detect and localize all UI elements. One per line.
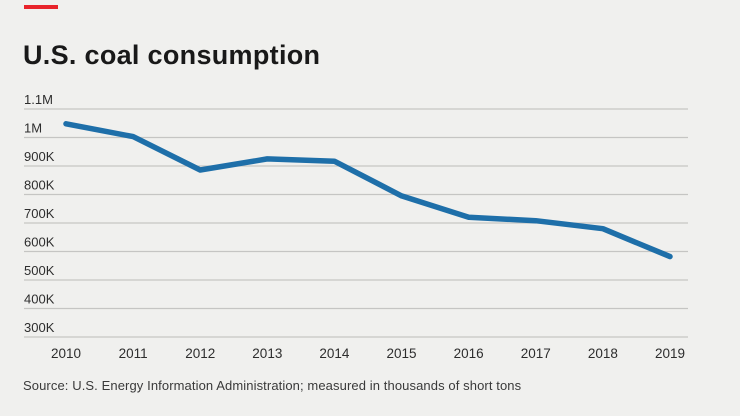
x-axis-tick-label: 2017: [521, 346, 551, 361]
x-axis-tick-label: 2012: [185, 346, 215, 361]
x-axis-tick-label: 2010: [51, 346, 81, 361]
y-axis-tick-label: 700K: [24, 206, 55, 221]
source-note: Source: U.S. Energy Information Administ…: [23, 378, 522, 393]
y-axis-tick-label: 800K: [24, 178, 55, 193]
x-axis-tick-label: 2013: [252, 346, 282, 361]
x-axis-tick-label: 2019: [655, 346, 685, 361]
data-line-series: [63, 121, 673, 260]
y-axis-tick-label: 500K: [24, 263, 55, 278]
y-axis-tick-label: 400K: [24, 292, 55, 307]
x-axis-tick-label: 2015: [387, 346, 417, 361]
x-axis-tick-label: 2018: [588, 346, 618, 361]
x-axis-tick-label: 2016: [454, 346, 484, 361]
y-axis-tick-label: 1.1M: [24, 92, 53, 107]
x-axis-tick-label: 2014: [319, 346, 350, 361]
y-axis-tick-label: 300K: [24, 320, 55, 335]
x-axis-tick-label: 2011: [119, 346, 148, 361]
brand-accent-bar: [24, 5, 58, 9]
chart-title: U.S. coal consumption: [23, 40, 321, 71]
y-axis-tick-label: 900K: [24, 149, 55, 164]
y-axis-tick-label: 600K: [24, 235, 55, 250]
y-axis-tick-label: 1M: [24, 121, 42, 136]
